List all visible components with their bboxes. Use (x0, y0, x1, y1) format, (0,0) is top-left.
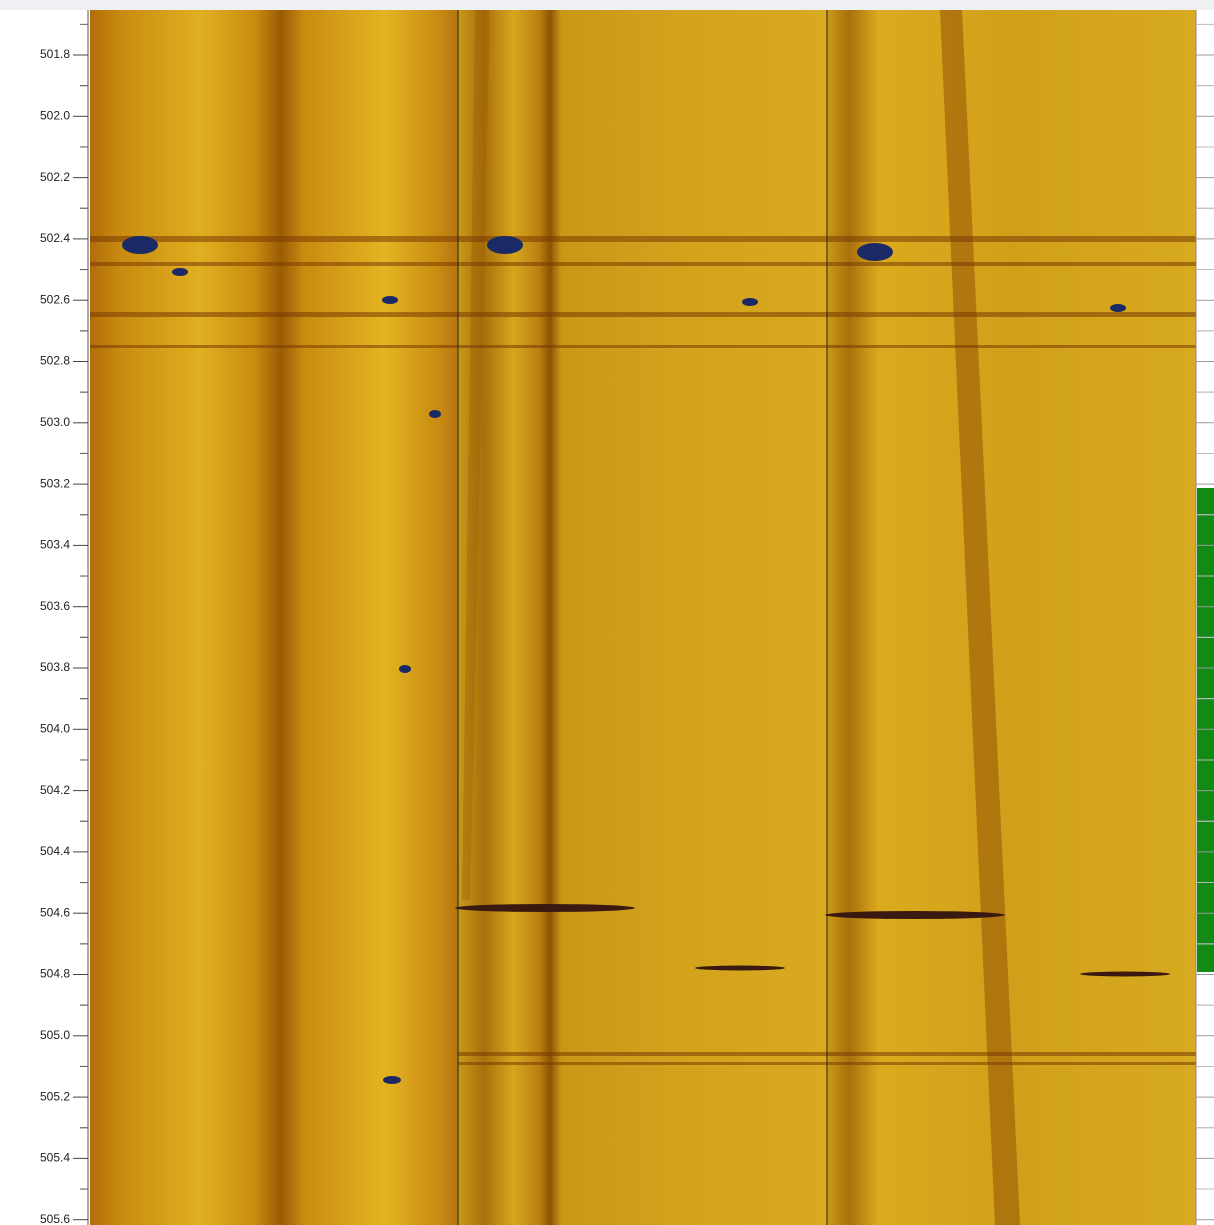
depth-ticks: 501.8 502.0 502.2 502.4 502.6 502.8 503.0 503.2… (40, 23, 1214, 1225)
dark-band (462, 10, 490, 900)
image-track (90, 10, 458, 1225)
depth-label: 502.2 (40, 170, 70, 184)
fracture-traces (455, 904, 1170, 977)
depth-label: 504.0 (40, 721, 70, 735)
depth-label: 503.0 (40, 415, 70, 429)
depth-label: 502.6 (40, 292, 70, 306)
depth-label: 501.8 (40, 47, 70, 61)
image-track (458, 10, 827, 1225)
image-track (827, 10, 1196, 1225)
depth-label: 502.8 (40, 354, 70, 368)
depth-label: 504.6 (40, 905, 70, 919)
depth-label: 504.8 (40, 967, 70, 981)
depth-label: 503.2 (40, 476, 70, 490)
depth-label: 504.2 (40, 783, 70, 797)
depth-label: 505.0 (40, 1028, 70, 1042)
depth-label: 505.6 (40, 1212, 70, 1225)
vugs (122, 236, 1126, 1084)
depth-label: 502.4 (40, 231, 70, 245)
depth-label: 505.4 (40, 1151, 70, 1165)
depth-label: 503.4 (40, 538, 70, 552)
depth-label: 502.0 (40, 108, 70, 122)
depth-label: 503.8 (40, 660, 70, 674)
depth-label: 504.4 (40, 844, 70, 858)
zone-flag (1197, 488, 1214, 972)
top-bar (0, 0, 1214, 10)
depth-label: 505.2 (40, 1089, 70, 1103)
depth-label: 503.6 (40, 599, 70, 613)
